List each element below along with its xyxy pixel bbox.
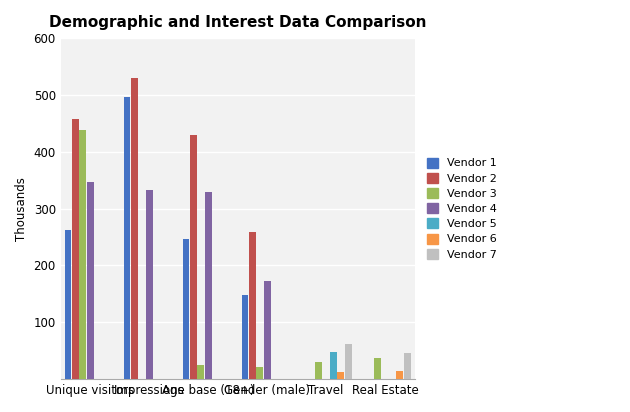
Bar bbox=[374, 358, 381, 379]
Legend: Vendor 1, Vendor 2, Vendor 3, Vendor 4, Vendor 5, Vendor 6, Vendor 7: Vendor 1, Vendor 2, Vendor 3, Vendor 4, … bbox=[424, 154, 500, 263]
Bar bbox=[345, 344, 352, 379]
Bar bbox=[264, 281, 270, 379]
Bar bbox=[316, 362, 322, 379]
Y-axis label: Thousands: Thousands bbox=[15, 177, 28, 241]
Bar bbox=[338, 372, 344, 379]
Bar bbox=[256, 367, 263, 379]
Bar bbox=[249, 232, 256, 379]
Bar bbox=[205, 192, 212, 379]
Bar bbox=[87, 182, 93, 379]
Bar bbox=[404, 353, 411, 379]
Bar bbox=[123, 97, 130, 379]
Bar bbox=[330, 352, 337, 379]
Bar bbox=[396, 371, 403, 379]
Bar bbox=[79, 130, 86, 379]
Bar bbox=[72, 119, 79, 379]
Bar bbox=[131, 78, 138, 379]
Bar bbox=[65, 230, 71, 379]
Title: Demographic and Interest Data Comparison: Demographic and Interest Data Comparison bbox=[49, 15, 427, 30]
Bar bbox=[183, 239, 190, 379]
Bar bbox=[197, 365, 204, 379]
Bar bbox=[242, 295, 248, 379]
Bar bbox=[146, 190, 152, 379]
Bar bbox=[190, 135, 197, 379]
